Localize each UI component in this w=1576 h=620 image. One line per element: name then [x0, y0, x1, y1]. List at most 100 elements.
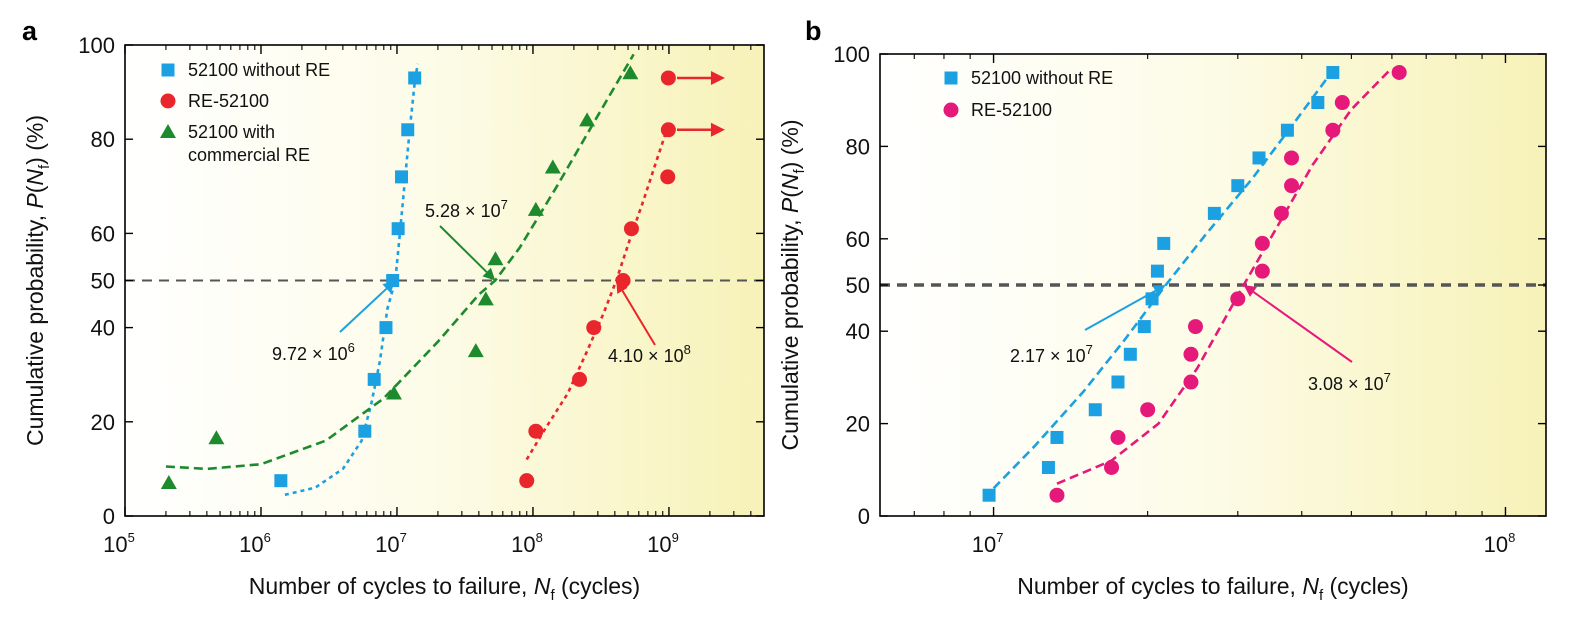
y-axis-label-variable: P [777, 197, 803, 213]
data-point-circle [1230, 291, 1246, 307]
y-tick-label: 40 [91, 316, 115, 341]
x-axis-label-unit: (cycles) [555, 573, 641, 599]
annotation-arrow-head [616, 280, 628, 294]
annotation-label: 9.72 × 106 [272, 340, 355, 364]
y-axis-label-variable: P [22, 193, 48, 209]
y-tick-label: 20 [91, 410, 115, 435]
legend-marker-circle [943, 102, 959, 118]
x-tick-label: 107 [972, 530, 1004, 557]
fit-curve [165, 53, 635, 471]
data-point-triangle [579, 112, 596, 127]
x-tick-exponent: 5 [128, 530, 135, 545]
y-axis-label: Cumulative probability, P(Nf) (%) [777, 120, 808, 451]
data-point-square [1137, 320, 1151, 334]
y-axis-label-variable2: N [777, 173, 803, 190]
legend-label: RE-52100 [971, 100, 1052, 120]
x-tick-exponent: 7 [400, 530, 407, 545]
legend-marker-square [161, 63, 175, 77]
y-axis-label-variable2: N [22, 169, 48, 186]
data-point-triangle [544, 159, 561, 174]
data-point-circle [528, 423, 544, 439]
data-point-square [274, 474, 288, 488]
annotation-mantissa: 2.17 [1010, 346, 1045, 366]
x-tick-exponent: 7 [996, 530, 1003, 545]
x-tick-label: 106 [239, 530, 271, 557]
data-point-circle [1049, 487, 1065, 503]
data-point-circle [1273, 205, 1289, 221]
y-tick-label: 50 [91, 269, 115, 294]
y-tick-label: 60 [846, 227, 870, 252]
x-tick-label: 105 [103, 530, 135, 557]
x-tick-base: 10 [972, 532, 996, 557]
runout-arrow-head [710, 70, 725, 85]
annotation-base: 10 [1066, 346, 1086, 366]
x-tick-label: 108 [511, 530, 543, 557]
data-point-square [1252, 151, 1266, 165]
y-tick-label: 0 [103, 504, 115, 529]
annotation-base: 10 [1364, 374, 1384, 394]
annotation-times: × [307, 344, 328, 364]
legend-label-line2: commercial RE [188, 145, 310, 165]
data-point-circle [1284, 178, 1300, 194]
annotation-times: × [1045, 346, 1066, 366]
y-tick-label: 20 [846, 412, 870, 437]
data-point-square [1231, 179, 1245, 193]
x-axis-label-text: Number of cycles to failure, [1017, 573, 1302, 599]
data-point-square [1145, 292, 1159, 306]
data-point-circle [660, 122, 676, 138]
x-axis-label-subscript: f [550, 587, 555, 604]
annotation-mantissa: 5.28 [425, 201, 460, 221]
data-point-circle [1254, 235, 1270, 251]
data-point-circle [1334, 95, 1350, 111]
legend-label: 52100 without RE [188, 60, 330, 80]
data-point-triangle [527, 201, 544, 216]
data-point-square [1041, 460, 1055, 474]
data-point-square [367, 372, 381, 386]
data-point-circle [1254, 263, 1270, 279]
y-tick-label: 40 [846, 319, 870, 344]
x-tick-base: 10 [103, 532, 127, 557]
y-axis-label-paren: ( [777, 190, 803, 198]
annotation-mantissa: 9.72 [272, 344, 307, 364]
annotation-mantissa: 3.08 [1308, 374, 1343, 394]
data-point-circle [1325, 122, 1341, 138]
y-tick-label: 0 [858, 504, 870, 529]
data-point-circle [660, 70, 676, 86]
panel-label: b [805, 16, 822, 46]
data-point-square [1088, 403, 1102, 417]
x-tick-exponent: 8 [536, 530, 543, 545]
y-axis-label-unit: ) (%) [777, 120, 803, 170]
x-tick-base: 10 [239, 532, 263, 557]
annotation-exponent: 8 [684, 342, 691, 357]
annotation-label: 5.28 × 107 [425, 197, 508, 221]
y-axis-label-text: Cumulative probability, [777, 213, 803, 450]
data-point-square [401, 123, 415, 137]
y-axis-label: Cumulative probability, P(Nf) (%) [22, 115, 53, 446]
data-point-square [1157, 236, 1171, 250]
annotation-exponent: 7 [1086, 342, 1093, 357]
annotation-base: 10 [328, 344, 348, 364]
data-point-triangle [467, 343, 484, 358]
data-point-square [358, 424, 372, 438]
x-tick-base: 10 [1484, 532, 1508, 557]
annotation-base: 10 [481, 201, 501, 221]
data-point-square [1150, 264, 1164, 278]
data-point-circle [1284, 150, 1300, 166]
data-point-square [1280, 123, 1294, 137]
x-axis-label-variable: N [1302, 573, 1319, 599]
y-tick-label: 50 [846, 273, 870, 298]
legend-label: 52100 without RE [971, 68, 1113, 88]
legend-marker-square [944, 71, 958, 85]
data-point-square [408, 71, 422, 85]
x-tick-base: 10 [511, 532, 535, 557]
data-point-circle [1140, 402, 1156, 418]
fit-curve [525, 124, 670, 461]
data-point-circle [572, 371, 588, 387]
x-axis-label-subscript: f [1319, 587, 1324, 604]
annotation-arrow-shaft [439, 225, 488, 273]
annotation-base: 10 [664, 346, 684, 366]
y-axis-label-paren: ( [22, 185, 48, 193]
x-tick-base: 10 [375, 532, 399, 557]
data-point-square [391, 222, 405, 236]
